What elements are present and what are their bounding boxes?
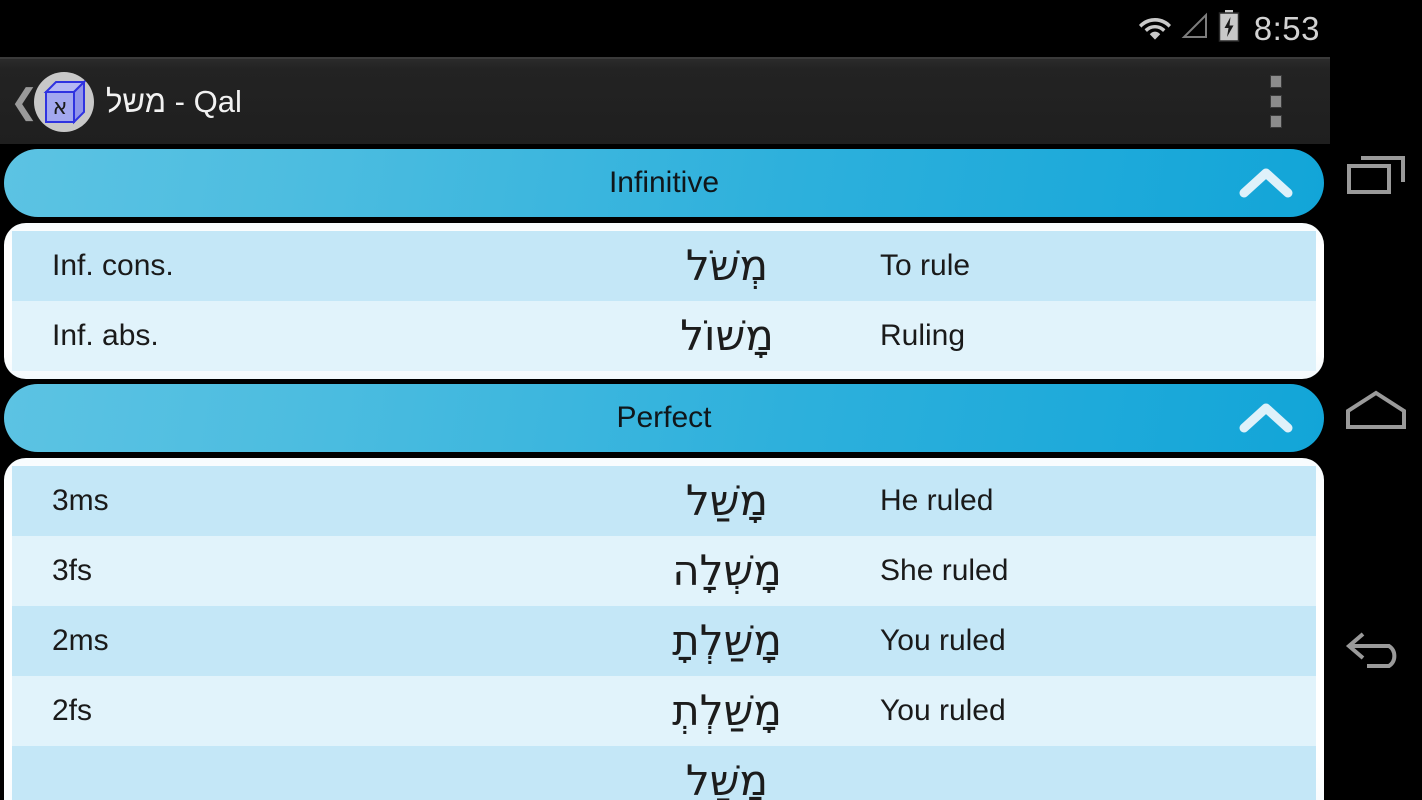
row-hebrew-form: מָשַׁלְתְ — [672, 686, 782, 735]
overflow-menu-icon[interactable] — [1270, 75, 1282, 128]
battery-charging-icon — [1218, 10, 1240, 47]
table-row[interactable]: Inf. abs. מָשׁוֹל Ruling — [12, 301, 1316, 371]
table-row[interactable]: 3ms מָשַׁל He ruled — [12, 466, 1316, 536]
row-gloss: Ruling — [880, 319, 966, 352]
section-header-title: Perfect — [616, 401, 712, 434]
row-label: Inf. abs. — [52, 319, 159, 352]
home-icon — [1344, 389, 1408, 438]
row-label: 2fs — [52, 694, 93, 727]
back-icon — [1343, 624, 1409, 675]
action-bar: ❮ א משל - Qal — [0, 57, 1330, 144]
row-gloss: You ruled — [880, 624, 1006, 657]
row-hebrew-form: מָשְׁלָה — [672, 546, 782, 595]
row-hebrew-form: מָשׁוֹל — [680, 311, 774, 360]
row-label: 2ms — [52, 624, 109, 657]
page-title: משל - Qal — [106, 84, 242, 119]
overflow-dot — [1270, 115, 1282, 128]
row-hebrew-form: מְשֹׁל — [685, 241, 769, 290]
section-card: 3ms מָשַׁל He ruled 3fs מָשְׁלָה She ruled 2ms… — [4, 458, 1324, 800]
svg-text:א: א — [53, 95, 68, 120]
status-icons — [1138, 10, 1240, 47]
table-row[interactable]: מָשַׁל — [12, 746, 1316, 800]
back-button[interactable] — [1330, 579, 1422, 719]
table-row[interactable]: 2fs מָשַׁלְתְ You ruled — [12, 676, 1316, 746]
chevron-up-icon[interactable] — [1238, 401, 1294, 435]
section-card: Inf. cons. מְשֹׁל To rule Inf. abs. מָשׁוֹל R… — [4, 223, 1324, 379]
recents-icon — [1345, 150, 1407, 205]
row-label: 3ms — [52, 484, 109, 517]
section-header-perfect[interactable]: Perfect — [4, 384, 1324, 452]
row-hebrew-form: מָשַׁל — [685, 476, 769, 525]
table-row[interactable]: 2ms מָשַׁלְתָ You ruled — [12, 606, 1316, 676]
row-hebrew-form: מָשַׁל — [685, 756, 769, 800]
table-row[interactable]: 3fs מָשְׁלָה She ruled — [12, 536, 1316, 606]
home-button[interactable] — [1330, 343, 1422, 483]
row-label: Inf. cons. — [52, 249, 174, 282]
row-gloss: You ruled — [880, 694, 1006, 727]
overflow-dot — [1270, 95, 1282, 108]
status-bar: 8:53 — [0, 0, 1422, 57]
section-perfect: Perfect 3ms מָשַׁל He ruled 3fs מָשְׁלָה She r… — [0, 384, 1330, 800]
section-infinitive: Infinitive Inf. cons. מְשֹׁל To rule Inf. ab… — [0, 149, 1330, 379]
table-row[interactable]: Inf. cons. מְשֹׁל To rule — [12, 231, 1316, 301]
row-label: 3fs — [52, 554, 93, 587]
chevron-up-icon[interactable] — [1238, 166, 1294, 200]
status-clock: 8:53 — [1253, 10, 1320, 47]
wifi-icon — [1138, 12, 1172, 45]
row-hebrew-form: מָשַׁלְתָ — [672, 616, 782, 665]
row-gloss: He ruled — [880, 484, 994, 517]
section-header-title: Infinitive — [608, 166, 720, 199]
section-header-infinitive[interactable]: Infinitive — [4, 149, 1324, 217]
conjugation-list[interactable]: Infinitive Inf. cons. מְשֹׁל To rule Inf. ab… — [0, 144, 1330, 800]
overflow-dot — [1270, 75, 1282, 88]
cell-signal-icon — [1181, 12, 1209, 45]
row-gloss: She ruled — [880, 554, 1009, 587]
system-navigation-bar — [1330, 57, 1422, 800]
cube-aleph-icon[interactable]: א — [34, 71, 94, 132]
row-gloss: To rule — [880, 249, 971, 282]
up-navigation-caret-icon[interactable]: ❮ — [10, 82, 39, 121]
recents-button[interactable] — [1330, 107, 1422, 247]
